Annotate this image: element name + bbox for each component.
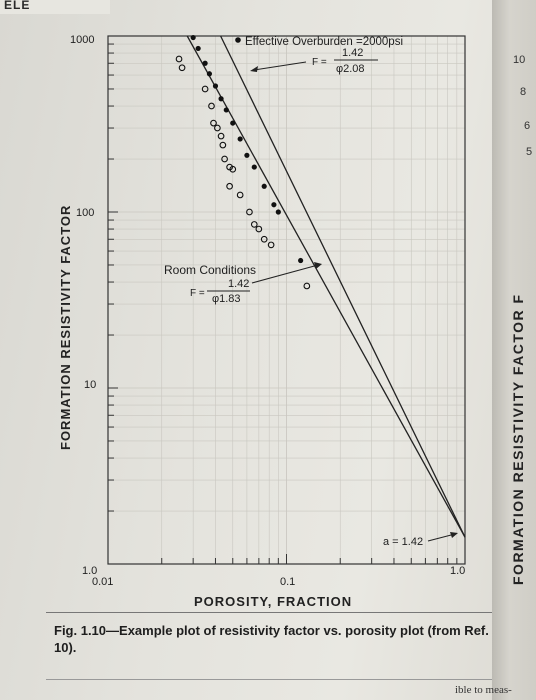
overburden-eq-num: 1.42 bbox=[342, 47, 363, 59]
room-conditions-data-point bbox=[255, 225, 263, 233]
overburden-data-point bbox=[298, 257, 304, 264]
y-tick-label: 1.0 bbox=[82, 565, 97, 577]
legend-marker-filled bbox=[235, 37, 241, 43]
facing-page-tick-label: 10 bbox=[513, 54, 526, 66]
overburden-data-point bbox=[251, 164, 257, 170]
intercept-label: a = 1.42 bbox=[383, 536, 423, 548]
room-conditions-data-point bbox=[260, 235, 268, 243]
facing-page-tick-label: 5 bbox=[526, 146, 533, 158]
overburden-data-point bbox=[244, 152, 250, 158]
running-header-fragment: ELE bbox=[4, 0, 31, 12]
x-tick-label: 0.01 bbox=[92, 576, 113, 588]
arrow-head bbox=[314, 262, 322, 269]
room-conditions-data-point bbox=[175, 55, 183, 63]
overburden-data-point bbox=[206, 71, 213, 77]
caption-box bbox=[46, 612, 492, 680]
facing-page-tick-label: 8 bbox=[520, 86, 527, 98]
overburden-data-point bbox=[218, 96, 224, 102]
overburden-trend-line bbox=[220, 35, 466, 538]
overburden-data-point bbox=[230, 120, 236, 126]
overburden-data-point bbox=[237, 136, 243, 142]
y-tick-label: 1000 bbox=[70, 34, 94, 46]
room-conditions-data-point bbox=[236, 191, 244, 199]
room-conditions-data-point bbox=[229, 165, 237, 173]
room-conditions-data-point bbox=[250, 221, 258, 228]
x-axis-title: POROSITY, FRACTION bbox=[194, 594, 352, 609]
x-tick-label: 0.1 bbox=[280, 576, 295, 588]
axis-ticks bbox=[107, 35, 466, 565]
room-conditions-data-point bbox=[221, 155, 228, 163]
trend-lines bbox=[186, 35, 466, 538]
overburden-data-point bbox=[195, 45, 201, 52]
room-arrow bbox=[251, 264, 319, 284]
body-text-fragment: ible to meas- bbox=[455, 684, 512, 696]
arrow-head bbox=[450, 532, 458, 538]
overburden-data-point bbox=[275, 209, 281, 215]
y-tick-label: 100 bbox=[76, 207, 94, 219]
room-eq-den: φ1.83 bbox=[212, 293, 241, 305]
room-eq-lhs: F = bbox=[190, 288, 205, 299]
room-conditions-data-point bbox=[178, 64, 186, 72]
overburden-arrow bbox=[253, 61, 307, 71]
room-conditions-data-point bbox=[201, 85, 209, 93]
overburden-label: Effective Overburden =2000psi bbox=[245, 36, 403, 48]
header-strip bbox=[0, 0, 110, 14]
room-conditions-trend-line bbox=[186, 35, 466, 538]
overburden-data-point bbox=[271, 202, 277, 208]
y-tick-label: 10 bbox=[84, 379, 96, 391]
overburden-data-point bbox=[212, 83, 219, 89]
y-axis-title: FORMATION RESISTIVITY FACTOR bbox=[58, 205, 73, 450]
grid bbox=[107, 35, 466, 565]
overburden-data-point bbox=[202, 60, 208, 66]
room-label: Room Conditions bbox=[164, 263, 256, 277]
figure-caption: Fig. 1.10—Example plot of resistivity fa… bbox=[54, 623, 489, 655]
room-conditions-data-point bbox=[219, 141, 227, 149]
overburden-data-point bbox=[223, 107, 229, 113]
room-conditions-data-point bbox=[217, 132, 225, 140]
intercept-arrow bbox=[427, 533, 456, 542]
book-gutter bbox=[492, 0, 536, 700]
overburden-data-point bbox=[190, 34, 196, 41]
arrow-head bbox=[250, 66, 258, 72]
room-conditions-data-point bbox=[208, 102, 215, 110]
x-tick-label: 1.0 bbox=[450, 565, 465, 577]
room-conditions-data-point bbox=[246, 208, 253, 216]
room-conditions-data-point bbox=[226, 182, 233, 190]
room-conditions-data-point bbox=[210, 119, 217, 127]
room-conditions-data-point bbox=[214, 124, 221, 132]
data-points bbox=[175, 34, 311, 290]
room-conditions-data-point bbox=[267, 241, 275, 249]
overburden-eq-lhs: F = bbox=[312, 57, 327, 68]
facing-page-tick-label: 6 bbox=[524, 120, 531, 132]
room-eq-num: 1.42 bbox=[228, 278, 249, 290]
overburden-eq-den: φ2.08 bbox=[336, 63, 365, 75]
overburden-data-point bbox=[261, 183, 267, 189]
room-conditions-data-point bbox=[303, 282, 311, 290]
